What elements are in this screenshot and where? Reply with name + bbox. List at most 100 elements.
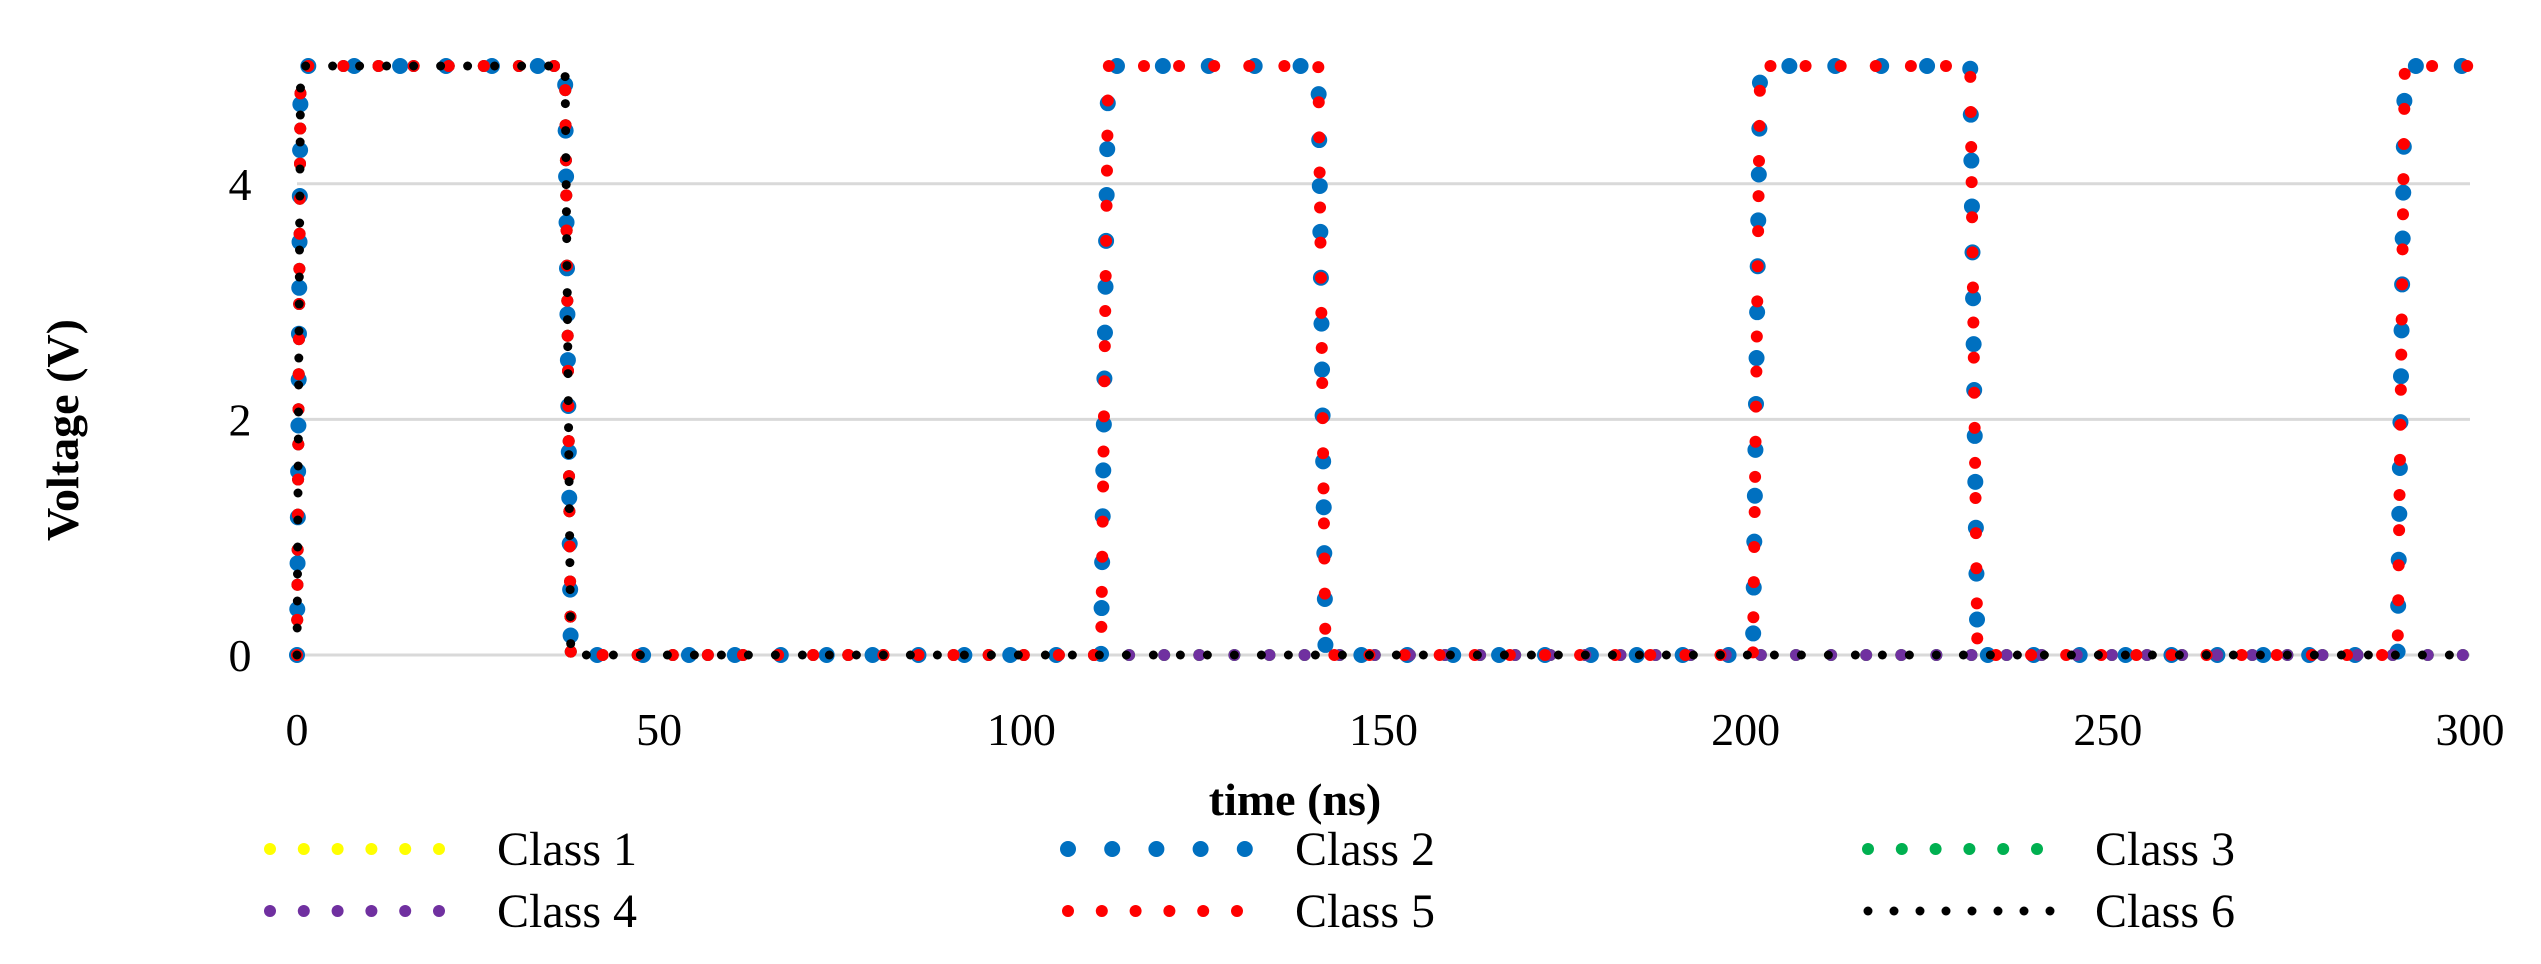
series-marker <box>1137 60 1150 72</box>
series-marker <box>293 515 303 525</box>
series-marker <box>293 227 306 240</box>
series-marker <box>986 650 996 660</box>
series-marker <box>1799 60 1812 72</box>
legend-marker <box>1095 905 1108 917</box>
series-marker <box>294 353 304 363</box>
legend-item: Class 5 <box>1062 885 1435 938</box>
series-marker <box>559 84 572 97</box>
series-marker <box>2282 650 2292 660</box>
series-marker <box>635 650 645 660</box>
series-marker <box>1749 470 1762 483</box>
series-marker <box>1751 295 1764 308</box>
series-marker <box>2228 650 2238 660</box>
series-marker <box>1313 315 1330 332</box>
series-marker <box>1013 650 1023 660</box>
series-marker <box>2165 649 2178 661</box>
series-marker <box>1850 650 1860 660</box>
series-marker <box>1752 225 1765 238</box>
series-marker <box>1688 650 1698 660</box>
series-marker <box>294 245 304 255</box>
series-marker <box>2394 418 2407 431</box>
series-marker <box>1823 650 1833 660</box>
series-marker <box>2316 649 2329 661</box>
series-marker <box>1319 622 1332 635</box>
series-marker <box>290 417 307 434</box>
series-marker <box>1096 550 1109 563</box>
series-marker <box>292 142 309 159</box>
series-marker <box>1526 650 1536 660</box>
series-marker <box>1121 650 1131 660</box>
series-marker <box>295 83 305 93</box>
series-marker <box>559 352 576 369</box>
series-marker <box>1314 236 1327 249</box>
series-marker <box>563 369 573 379</box>
legend-marker <box>399 905 412 917</box>
series-marker <box>1312 223 1329 240</box>
series-marker <box>294 299 304 309</box>
series-marker <box>2395 313 2408 326</box>
series-marker <box>1963 198 1980 215</box>
series-marker <box>291 578 304 591</box>
series-marker <box>1095 620 1108 633</box>
series-marker <box>1969 456 1982 469</box>
series-marker <box>1315 499 1332 516</box>
series-marker <box>529 58 546 74</box>
series-marker <box>1316 377 1329 390</box>
series-6 <box>292 61 2454 660</box>
series-marker <box>1877 650 1887 660</box>
series-marker <box>289 601 306 618</box>
series-marker <box>1499 650 1509 660</box>
series-marker <box>292 473 305 486</box>
series-marker <box>2396 278 2409 291</box>
series-marker <box>2397 138 2410 151</box>
series-marker <box>1964 105 1977 118</box>
series-marker <box>608 650 618 660</box>
series-marker <box>2363 650 2373 660</box>
series-marker <box>2336 650 2346 660</box>
series-marker <box>2270 649 2283 661</box>
series-marker <box>1317 636 1334 653</box>
series-marker <box>1904 650 1914 660</box>
series-marker <box>292 368 305 381</box>
series-marker <box>561 180 571 190</box>
series-marker <box>1751 260 1764 273</box>
series-marker <box>392 58 409 74</box>
series-marker <box>355 61 365 71</box>
series-marker <box>565 612 575 622</box>
series-marker <box>560 72 570 82</box>
series-marker <box>1869 60 1882 72</box>
legend-marker <box>1997 843 2010 855</box>
series-marker <box>1781 58 1798 74</box>
series-marker <box>2396 243 2409 256</box>
series-marker <box>2398 102 2411 115</box>
series-marker <box>293 407 303 417</box>
series-marker <box>2130 649 2143 661</box>
series-marker <box>564 645 577 658</box>
series-marker <box>1607 650 1617 660</box>
series-marker <box>1971 632 1984 645</box>
series-marker <box>701 649 714 661</box>
series-marker <box>1158 649 1171 661</box>
series-marker <box>1958 650 1968 660</box>
series-4 <box>291 60 2469 661</box>
series-marker <box>442 60 455 72</box>
x-axis-title: time (ns) <box>1209 774 1381 825</box>
series-marker <box>2012 650 2022 660</box>
series-marker <box>662 650 672 660</box>
series-marker <box>1919 58 1936 74</box>
series-marker <box>2309 650 2319 660</box>
series-marker <box>477 60 490 72</box>
series-marker <box>1328 649 1341 661</box>
series-marker <box>1398 649 1411 661</box>
series-marker <box>293 542 303 552</box>
x-tick-label: 50 <box>636 704 682 755</box>
series-marker <box>382 61 392 71</box>
series-marker <box>295 191 305 201</box>
series-marker <box>1312 61 1325 74</box>
series-marker <box>1202 650 1212 660</box>
series-marker <box>1634 650 1644 660</box>
legend-label: Class 6 <box>2095 885 2235 938</box>
series-marker <box>797 650 807 660</box>
legend-label: Class 4 <box>497 885 637 938</box>
